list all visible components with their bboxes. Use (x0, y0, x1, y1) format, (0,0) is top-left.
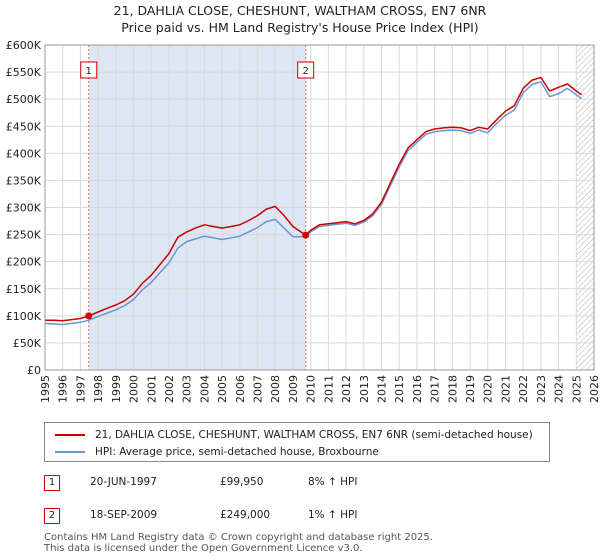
x-tick-label: 2009 (287, 375, 300, 403)
y-tick-label: £350K (6, 174, 42, 187)
legend-swatch-hpi (55, 451, 85, 453)
price-chart: £0 £50K £100K £150K £200K £250K £300K £350K £400… (6, 39, 600, 403)
x-tick-label: 2023 (535, 375, 548, 403)
sale-point (302, 231, 310, 239)
chart-subtitle: Price paid vs. HM Land Registry's House … (121, 20, 479, 35)
y-tick-label: £100K (6, 310, 42, 323)
property-price-line (45, 76, 583, 322)
legend-label-hpi: HPI: Average price, semi-detached house,… (95, 446, 379, 458)
chart-title: 21, DAHLIA CLOSE, CHESHUNT, WALTHAM CROS… (0, 2, 600, 36)
footer-line-2: This data is licensed under the Open Gov… (44, 543, 363, 554)
x-tick-label: 2013 (358, 375, 371, 403)
y-tick-label: £550K (6, 66, 42, 79)
sale-hpi-change: 8% ↑ HPI (308, 476, 358, 488)
x-tick-label: 2019 (464, 375, 477, 403)
chart-title-text: 21, DAHLIA CLOSE, CHESHUNT, WALTHAM CROS… (113, 3, 487, 18)
x-tick-label: 1995 (39, 375, 52, 403)
sale-marker: 2 (44, 508, 60, 524)
sale-row: 2 18-SEP-2009 £249,000 1% ↑ HPI (44, 508, 564, 528)
y-tick-label: £200K (6, 256, 42, 269)
x-tick-label: 2012 (340, 375, 353, 403)
plot-frame (44, 44, 595, 371)
sale-hpi-change: 1% ↑ HPI (308, 509, 358, 521)
x-tick-label: 2025 (570, 375, 583, 403)
y-tick-label: £250K (6, 229, 42, 242)
sale-marker-box (80, 61, 98, 79)
x-tick-label: 2018 (446, 375, 459, 403)
legend-swatch-property (55, 434, 85, 436)
x-tick-label: 2016 (411, 375, 424, 403)
legend-label-property: 21, DAHLIA CLOSE, CHESHUNT, WALTHAM CROS… (95, 429, 533, 441)
x-tick-label: 2008 (269, 375, 282, 403)
sale-marker: 1 (44, 475, 60, 491)
x-tick-label: 2001 (145, 375, 158, 403)
sale-price: £249,000 (220, 509, 271, 521)
x-tick-label: 1999 (110, 375, 123, 403)
x-tick-label: 2005 (216, 375, 229, 403)
sale-marker-label: 1 (86, 66, 92, 77)
x-tick-label: 2026 (588, 375, 600, 403)
x-tick-label: 2007 (252, 375, 265, 403)
x-tick-label: 2006 (234, 375, 247, 403)
x-tick-label: 1998 (92, 375, 105, 403)
y-tick-label: £300K (6, 202, 42, 215)
x-tick-label: 2020 (482, 375, 495, 403)
x-tick-label: 2021 (499, 375, 512, 403)
x-tick-label: 2022 (517, 375, 530, 403)
x-tick-label: 2010 (305, 375, 318, 403)
x-tick-label: 2002 (163, 375, 176, 403)
y-tick-label: £150K (6, 283, 42, 296)
sale-date: 20-JUN-1997 (90, 476, 157, 488)
legend-entry-hpi: HPI: Average price, semi-detached house,… (55, 444, 379, 460)
x-tick-label: 2014 (375, 375, 388, 403)
sale-point (85, 312, 93, 320)
y-tick-label: £600K (6, 39, 42, 52)
hpi-line (44, 81, 583, 326)
sale-row: 1 20-JUN-1997 £99,950 8% ↑ HPI (44, 475, 564, 495)
sale-date: 18-SEP-2009 (90, 509, 158, 521)
x-tick-label: 1997 (74, 375, 87, 403)
y-tick-label: £400K (6, 147, 42, 160)
sale-marker-box (297, 61, 315, 79)
chart-legend: 21, DAHLIA CLOSE, CHESHUNT, WALTHAM CROS… (44, 422, 550, 462)
legend-entry-property: 21, DAHLIA CLOSE, CHESHUNT, WALTHAM CROS… (55, 427, 533, 443)
x-tick-label: 2015 (393, 375, 406, 403)
y-tick-label: £0 (27, 364, 41, 377)
x-tick-label: 1996 (57, 375, 70, 403)
sale-price: £99,950 (220, 476, 264, 488)
y-tick-label: £50K (13, 337, 42, 350)
x-tick-label: 2003 (181, 375, 194, 403)
x-tick-label: 2000 (128, 375, 141, 403)
x-tick-label: 2024 (553, 375, 566, 403)
x-tick-label: 2011 (322, 375, 335, 403)
footer-notice: Contains HM Land Registry data © Crown c… (44, 532, 433, 554)
y-tick-label: £500K (6, 93, 42, 106)
y-tick-label: £450K (6, 120, 42, 133)
footer-line-1: Contains HM Land Registry data © Crown c… (44, 532, 433, 543)
x-tick-label: 2017 (429, 375, 442, 403)
x-tick-label: 2004 (198, 375, 211, 403)
sale-marker-label: 2 (302, 66, 308, 77)
